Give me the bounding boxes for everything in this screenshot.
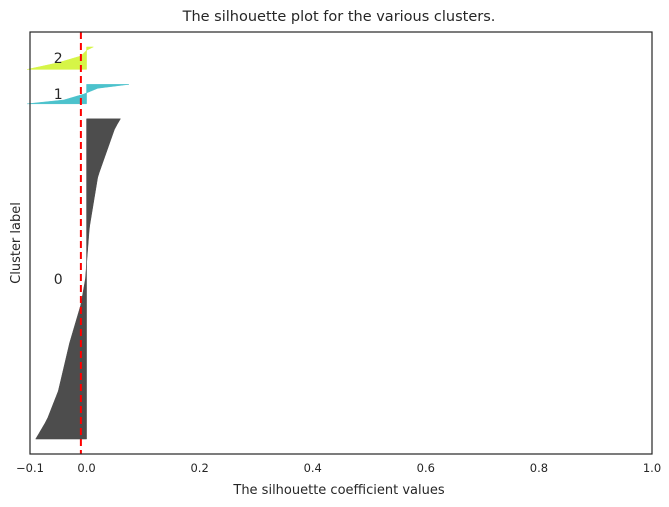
x-tick-labels: −0.1 0.0 0.2 0.4 0.6 0.8 1.0 <box>16 461 661 475</box>
x-tick-label: 0.6 <box>417 461 435 475</box>
cluster-label-2: 2 <box>54 51 63 67</box>
x-tick-label: −0.1 <box>16 461 44 475</box>
cluster-1-silhouette <box>27 84 129 105</box>
cluster-2-silhouette <box>27 46 94 70</box>
x-tick-label: 0.4 <box>304 461 322 475</box>
y-axis-label: Cluster label <box>9 202 24 284</box>
cluster-labels: 0 1 2 <box>54 51 63 288</box>
x-tick-label: 0.2 <box>190 461 208 475</box>
x-tick-label: 0.8 <box>530 461 548 475</box>
cluster-bars <box>27 46 129 440</box>
plot-frame <box>29 31 653 455</box>
cluster-label-0: 0 <box>54 272 63 288</box>
cluster-0-silhouette <box>35 118 121 440</box>
x-axis-label: The silhouette coefficient values <box>232 483 444 498</box>
cluster-label-1: 1 <box>54 87 63 103</box>
x-tick-label: 1.0 <box>643 461 661 475</box>
chart-title: The silhouette plot for the various clus… <box>182 9 496 25</box>
x-tick-label: 0.0 <box>77 461 95 475</box>
